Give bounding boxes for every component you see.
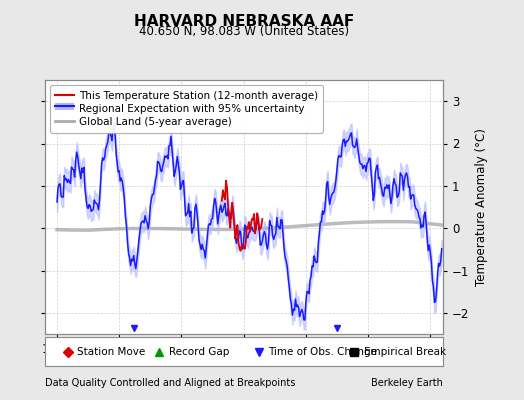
Y-axis label: Temperature Anomaly (°C): Temperature Anomaly (°C) — [475, 128, 488, 286]
Text: Data Quality Controlled and Aligned at Breakpoints: Data Quality Controlled and Aligned at B… — [45, 378, 295, 388]
Legend: This Temperature Station (12-month average), Regional Expectation with 95% uncer: This Temperature Station (12-month avera… — [50, 85, 323, 132]
Text: HARVARD NEBRASKA AAF: HARVARD NEBRASKA AAF — [134, 14, 354, 29]
Text: Record Gap: Record Gap — [169, 346, 229, 357]
Text: Berkeley Earth: Berkeley Earth — [371, 378, 443, 388]
Text: 40.650 N, 98.083 W (United States): 40.650 N, 98.083 W (United States) — [138, 25, 349, 38]
Text: Time of Obs. Change: Time of Obs. Change — [268, 346, 377, 357]
Text: Station Move: Station Move — [77, 346, 146, 357]
Text: Empirical Break: Empirical Break — [364, 346, 446, 357]
